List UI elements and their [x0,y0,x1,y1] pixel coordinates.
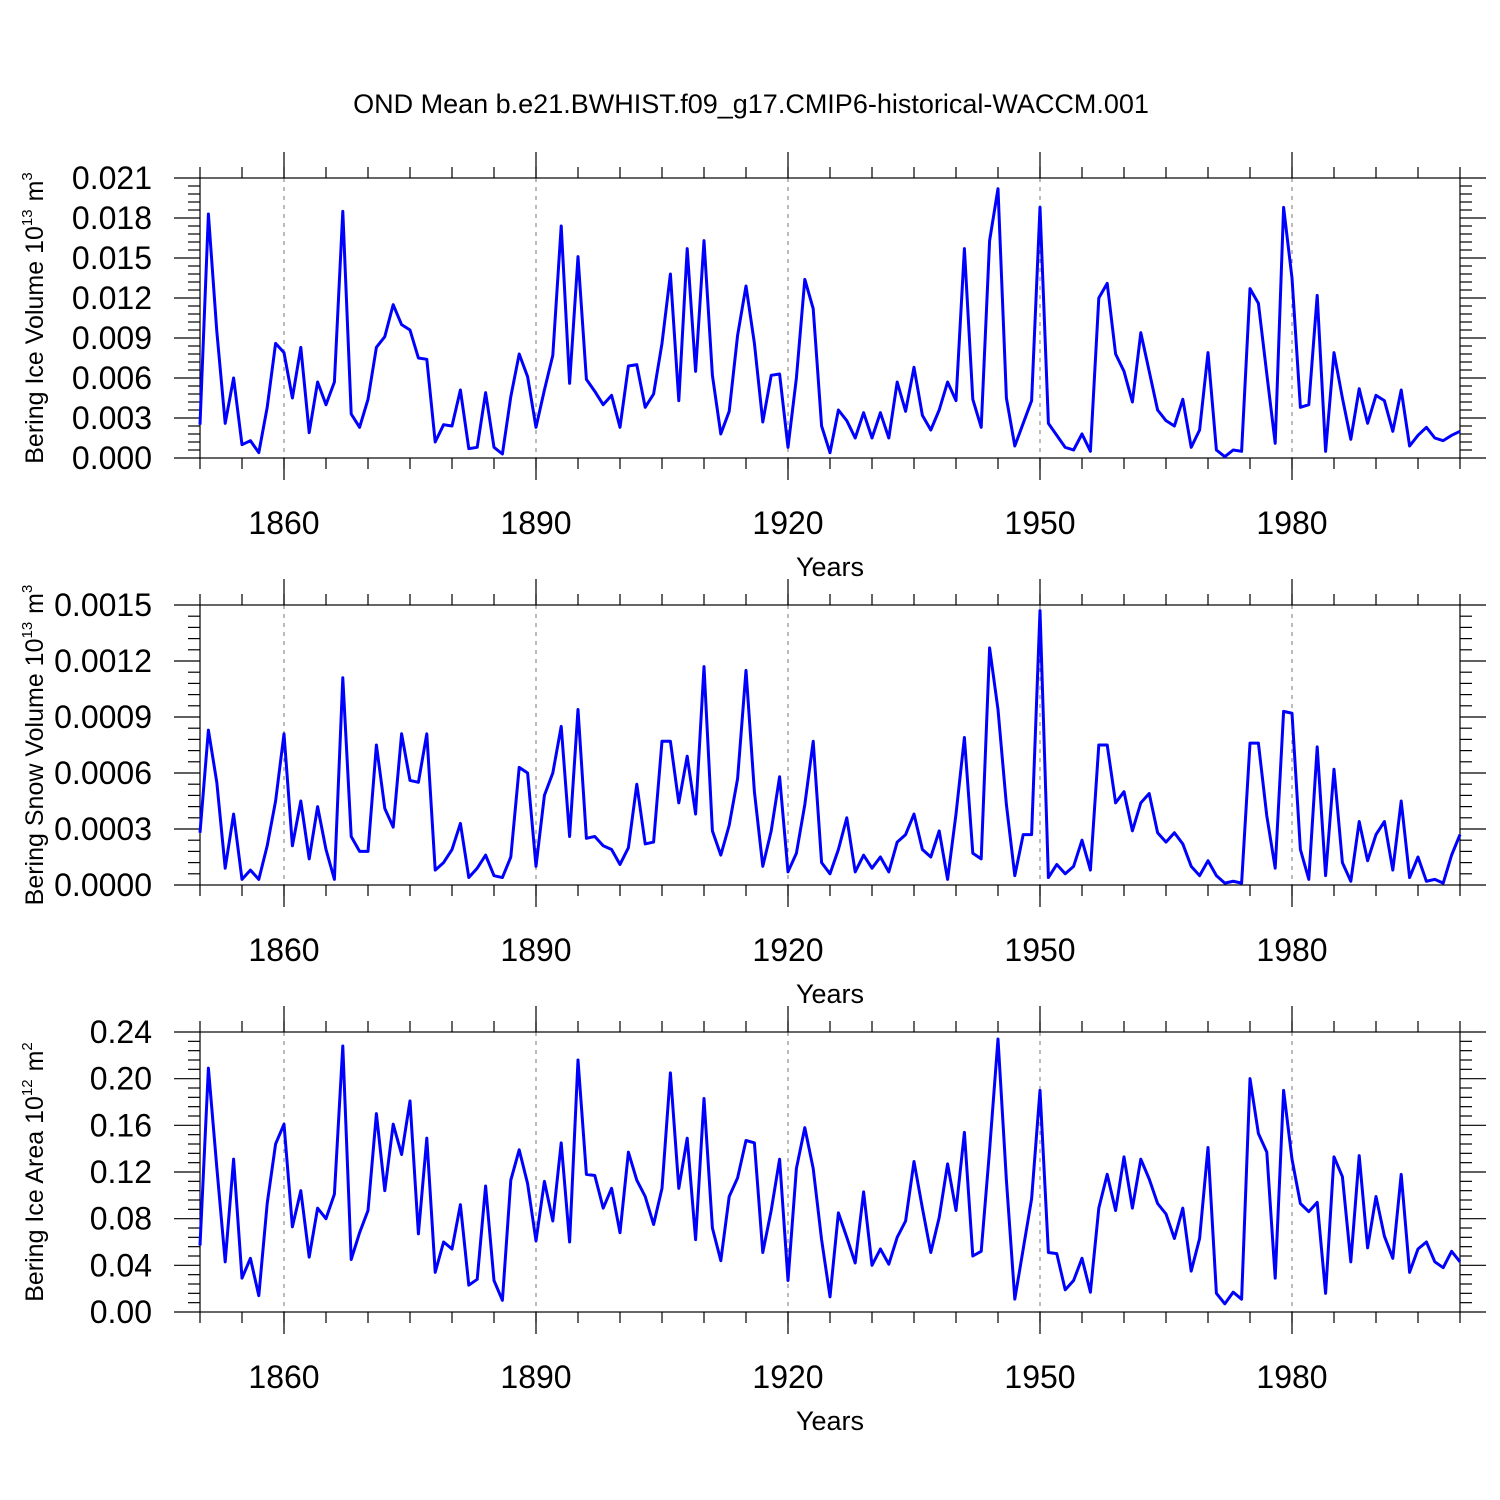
x-tick-label: 1890 [500,505,571,541]
chart-title: OND Mean b.e21.BWHIST.f09_g17.CMIP6-hist… [353,89,1149,119]
x-tick-label: 1980 [1256,1359,1327,1395]
y-axis-label-text: Bering Snow Volume 10 [21,639,49,906]
x-axis-label: Years [796,552,864,582]
y-tick-label: 0.0015 [54,587,152,623]
x-tick-label: 1860 [248,932,319,968]
panel-ice-area: 1860 1890 1920 1950 1980 0.00 0.04 0.08 0.12 0.16… [19,1006,1486,1436]
y-axis-label-superscript: 12 [19,1079,36,1096]
y-axis-label-text: m [21,593,49,614]
x-tick-label: 1980 [1256,505,1327,541]
y-axis-label-text: m [21,181,49,202]
y-axis-label-superscript: 2 [19,1042,36,1050]
y-tick-label: 0.0000 [54,867,152,903]
x-tick-label: 1890 [500,932,571,968]
x-axis-label: Years [796,1406,864,1436]
y-tick-label: 0.006 [72,360,152,396]
y-axis-label-superscript: 3 [19,172,36,180]
panel-ice-volume: 1860 1890 1920 1950 1980 0.000 0.003 0.006 0.009… [19,152,1486,582]
x-tick-label: 1920 [752,505,823,541]
x-tick-label: 1860 [248,505,319,541]
x-tick-label: 1920 [752,1359,823,1395]
y-axis-label-text: m [21,1051,49,1072]
y-axis-label: Bering Snow Volume 1013 m3 [19,585,49,906]
y-tick-label: 0.003 [72,400,152,436]
x-tick-label: 1980 [1256,932,1327,968]
y-axis-label-superscript: 13 [19,622,36,639]
y-tick-label: 0.04 [90,1247,152,1283]
y-axis-label: Bering Ice Area 1012 m2 [19,1042,49,1302]
y-tick-label: 0.0009 [54,699,152,735]
x-tick-label: 1860 [248,1359,319,1395]
x-tick-label: 1950 [1004,505,1075,541]
series-line [198,609,1462,885]
y-axis-label-superscript: 13 [19,209,36,226]
y-tick-label: 0.20 [90,1061,152,1097]
y-axis-label-text: Bering Ice Area 10 [21,1096,49,1302]
y-tick-label: 0.24 [90,1014,152,1050]
plot-frame [199,604,1461,886]
series-line [198,187,1461,459]
plot-frame [199,1031,1461,1313]
y-tick-label: 0.021 [72,160,152,196]
y-axis-label: Bering Ice Volume 1013 m3 [19,172,49,464]
y-tick-label: 0.015 [72,240,152,276]
series-line [198,1037,1462,1306]
x-tick-label: 1950 [1004,1359,1075,1395]
x-axis-label: Years [796,979,864,1009]
y-tick-label: 0.08 [90,1201,152,1237]
y-axis-label-superscript: 3 [19,585,36,593]
y-tick-label: 0.0012 [54,643,152,679]
y-axis-label-text: Bering Ice Volume 10 [21,226,49,464]
x-tick-label: 1950 [1004,932,1075,968]
y-tick-label: 0.000 [72,440,152,476]
x-tick-label: 1890 [500,1359,571,1395]
y-tick-label: 0.018 [72,200,152,236]
y-tick-label: 0.0006 [54,755,152,791]
y-tick-label: 0.009 [72,320,152,356]
y-tick-label: 0.0003 [54,811,152,847]
plot-frame [199,177,1461,459]
panels: 1860 1890 1920 1950 19800.0000.0030.0060.009… [19,152,1486,1436]
y-tick-label: 0.16 [90,1107,152,1143]
y-tick-label: 0.012 [72,280,152,316]
x-tick-label: 1920 [752,932,823,968]
panel-snow-volume: 1860 1890 1920 1950 1980 0.0000 0.0003 0.0006 0.… [19,579,1486,1009]
y-tick-label: 0.00 [90,1294,152,1330]
y-tick-label: 0.12 [90,1154,152,1190]
